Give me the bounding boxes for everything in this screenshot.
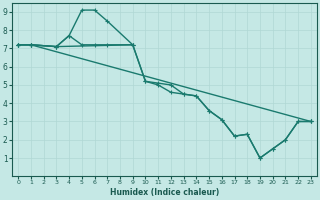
X-axis label: Humidex (Indice chaleur): Humidex (Indice chaleur) xyxy=(110,188,219,197)
